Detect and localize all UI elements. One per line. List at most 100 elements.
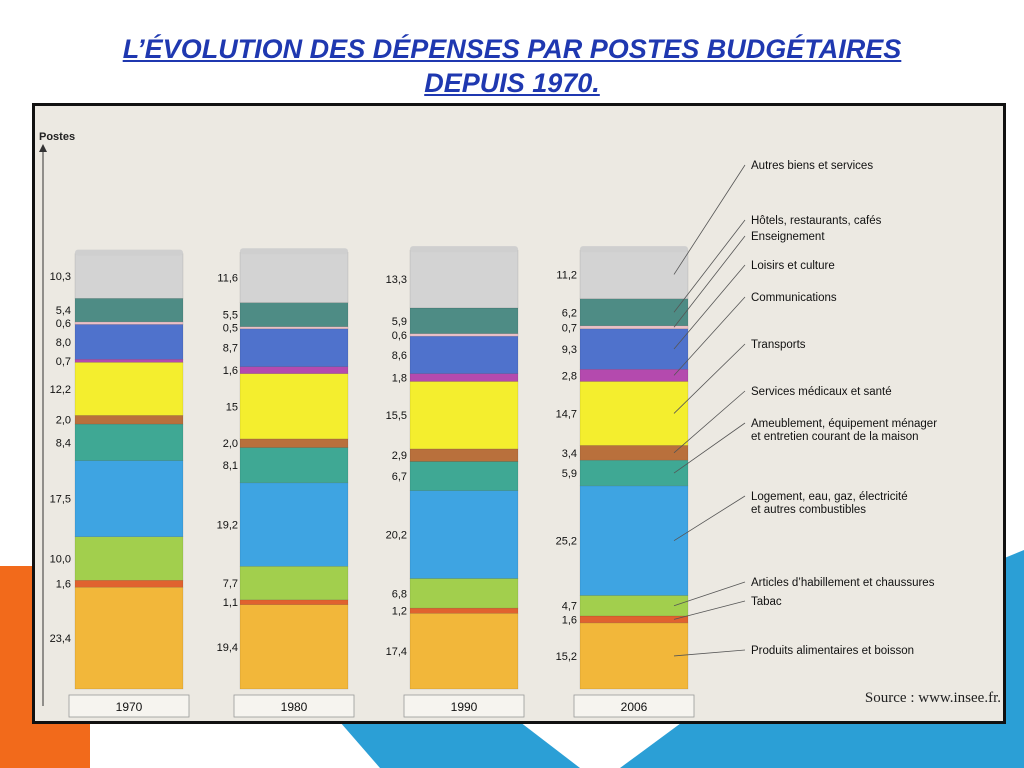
bar-segment [409, 333, 519, 337]
bar-segment [579, 595, 689, 617]
bar-segment [239, 302, 349, 327]
bar-segment [74, 423, 184, 461]
legend-leader [673, 649, 746, 657]
bar-segment [239, 438, 349, 448]
value-label: 5,9 [392, 316, 407, 328]
legend-leader [673, 600, 746, 620]
category-box [233, 694, 355, 718]
value-label: 2,8 [562, 370, 577, 382]
bar-segment [74, 298, 184, 323]
bar-segment [409, 307, 519, 334]
category-label: 1980 [281, 700, 308, 714]
value-label: 7,7 [223, 578, 238, 590]
bar-segment [409, 373, 519, 382]
value-label: 8,0 [56, 337, 71, 349]
value-label: 1,2 [392, 606, 407, 618]
bar-segment [409, 249, 519, 309]
stacked-bar-chart: Postes 23,4 1,6 10,0 17,5 8,4 2,0 12,2 0,7 8,0 0,… [39, 131, 1001, 718]
value-label: 0,7 [56, 356, 71, 368]
bar-segment [409, 613, 519, 690]
category-label: 2006 [621, 700, 648, 714]
bar-segment [579, 298, 689, 327]
bar-segment [239, 326, 349, 330]
value-label: 5,4 [56, 305, 71, 317]
value-label: 8,1 [223, 460, 238, 472]
value-label: 10,3 [50, 271, 71, 283]
bar-segment [579, 459, 689, 487]
legend-label: Enseignement [751, 231, 825, 243]
legend-label: Produits alimentaires et boisson [751, 645, 914, 657]
value-label: 10,0 [50, 554, 71, 566]
bar-segment [579, 615, 689, 624]
bar-segment [239, 447, 349, 484]
bar-cap [75, 249, 183, 256]
category-box [403, 694, 525, 718]
legend-leader [673, 422, 746, 474]
bar-segment [579, 381, 689, 446]
bar-cap [240, 248, 348, 255]
value-label: 3,4 [562, 448, 577, 460]
bar-segment [74, 253, 184, 299]
bar-segment [579, 249, 689, 300]
value-label: 6,8 [392, 588, 407, 600]
legend-label: Hôtels, restaurants, cafés [751, 215, 882, 227]
value-label: 14,7 [556, 408, 577, 420]
legend-label: Autres biens et services [751, 160, 873, 172]
legend-label: Loisirs et culture [751, 260, 835, 272]
bar-segment [74, 324, 184, 360]
bar-segment [409, 335, 519, 374]
bar-segment [409, 607, 519, 614]
bar-segment [74, 460, 184, 537]
y-axis-label: Postes [39, 131, 75, 143]
bar-segment [409, 381, 519, 450]
legend-leader [673, 390, 746, 454]
value-label: 0,5 [223, 323, 238, 335]
value-label: 20,2 [386, 530, 407, 542]
bar-segment [74, 536, 184, 581]
legend-leader [673, 296, 746, 376]
legend-leader [673, 219, 746, 313]
bar-segment [74, 359, 184, 363]
category-label: 1970 [116, 700, 143, 714]
legend-leader [673, 581, 746, 607]
legend-label: et entretien courant de la maison [751, 431, 919, 443]
value-label: 19,4 [217, 642, 238, 654]
legend-label: et autres combustibles [751, 504, 866, 516]
bar-segment [239, 566, 349, 601]
legend-label: Logement, eau, gaz, électricité [751, 491, 908, 503]
bar-segment [239, 366, 349, 374]
value-label: 17,4 [386, 646, 407, 658]
bar-segment [409, 448, 519, 462]
bar-segment [409, 461, 519, 491]
bar-segment [239, 252, 349, 303]
legend-label: Tabac [751, 596, 782, 608]
value-label: 2,0 [56, 415, 71, 427]
bar-segment [239, 599, 349, 605]
slide-title-line2: DEPUIS 1970. [424, 68, 600, 98]
bar-segment [239, 328, 349, 367]
bar-segment [74, 362, 184, 416]
value-label: 1,6 [223, 365, 238, 377]
y-axis-arrow [39, 144, 47, 152]
legend-leader [673, 164, 746, 275]
bar-segment [579, 485, 689, 596]
value-label: 15 [226, 401, 238, 413]
slide-title-line1: L’ÉVOLUTION DES DÉPENSES PAR POSTES BUDG… [122, 34, 902, 64]
value-label: 15,2 [556, 651, 577, 663]
value-label: 11,2 [556, 269, 577, 281]
bar-segment [409, 490, 519, 579]
bar-segment [409, 578, 519, 609]
bar-cap [410, 246, 518, 253]
value-label: 23,4 [50, 633, 71, 645]
bar-segment [74, 321, 184, 325]
bar-segment [74, 586, 184, 690]
value-label: 25,2 [556, 536, 577, 548]
legend-leader [673, 235, 746, 328]
value-label: 1,1 [223, 597, 238, 609]
legend-label: Services médicaux et santé [751, 386, 892, 398]
value-label: 4,7 [562, 601, 577, 613]
value-label: 1,6 [56, 579, 71, 591]
bar-segment [579, 325, 689, 330]
value-label: 2,0 [223, 438, 238, 450]
category-box [68, 694, 190, 718]
